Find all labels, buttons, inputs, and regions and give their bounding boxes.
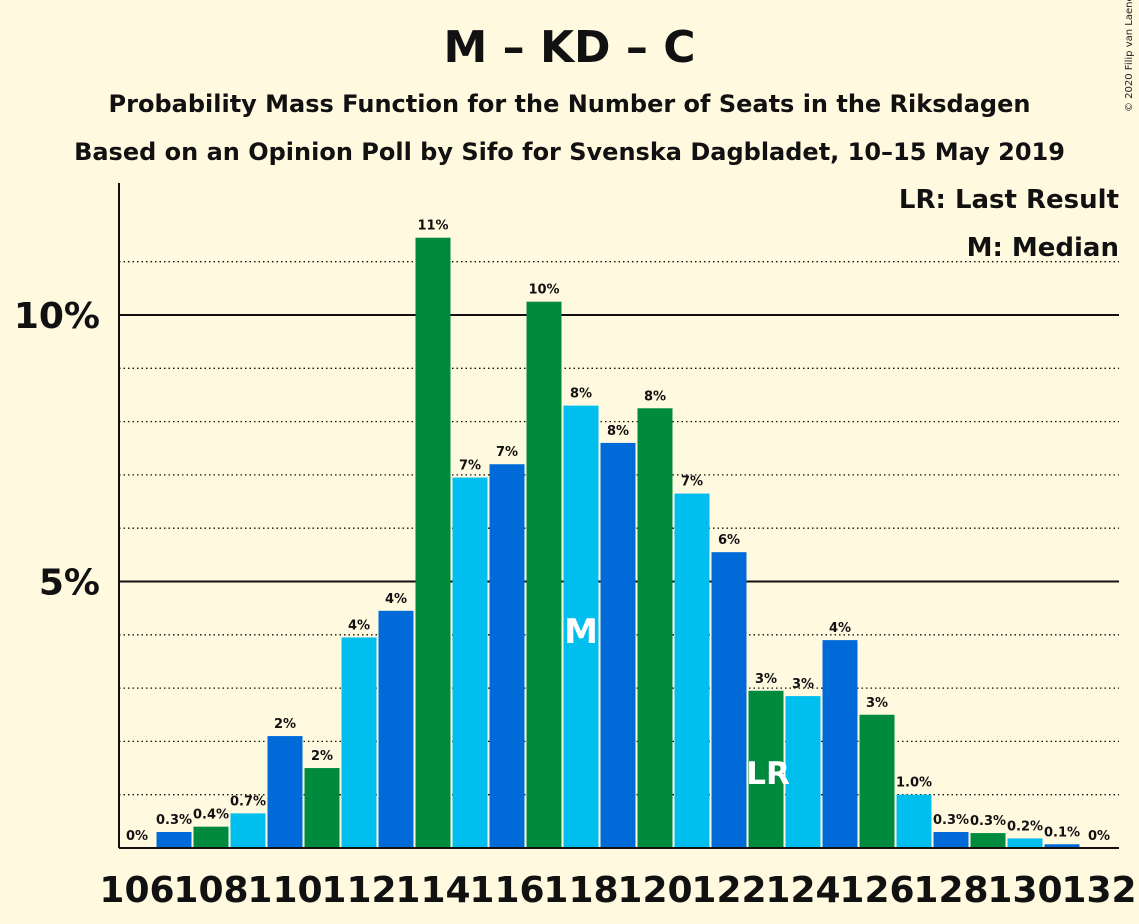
bar-label-seat-115: 7% xyxy=(459,459,481,474)
bar-seat-115 xyxy=(452,477,488,848)
bar-label-seat-130: 0.2% xyxy=(1007,819,1043,834)
bar-label-seat-124: 3% xyxy=(792,677,814,692)
bar-label-seat-107: 0.3% xyxy=(156,813,192,828)
bar-seat-113 xyxy=(378,610,414,848)
bar-label-seat-112: 4% xyxy=(348,618,370,633)
legend-median: M: Median xyxy=(966,233,1119,263)
bar-label-seat-109: 0.7% xyxy=(230,794,266,809)
bar-seat-117 xyxy=(526,301,562,848)
bar-seat-122 xyxy=(711,552,747,848)
bar-seat-108 xyxy=(193,826,229,848)
bar-label-seat-114: 11% xyxy=(417,219,448,234)
last-result-marker: LR xyxy=(746,756,790,792)
x-tick-label: 120 xyxy=(617,870,692,911)
bar-label-seat-106: 0% xyxy=(126,829,148,844)
legend-last-result: LR: Last Result xyxy=(898,185,1119,215)
bar-label-seat-121: 7% xyxy=(681,475,703,490)
x-tick-label: 108 xyxy=(173,870,248,911)
bar-label-seat-126: 3% xyxy=(866,696,888,711)
x-tick-label: 122 xyxy=(691,870,766,911)
x-tick-label: 118 xyxy=(543,870,618,911)
bar-seat-128 xyxy=(933,832,969,848)
x-tick-label: 128 xyxy=(913,870,988,911)
x-tick-label: 116 xyxy=(469,870,544,911)
bar-label-seat-123: 3% xyxy=(755,672,777,687)
chart-subtitle: Probability Mass Function for the Number… xyxy=(108,90,1031,118)
bar-label-seat-117: 10% xyxy=(528,283,559,298)
bar-label-seat-119: 8% xyxy=(607,424,629,439)
bar-seat-130 xyxy=(1007,838,1043,848)
bar-seat-118 xyxy=(563,405,599,848)
bar-label-seat-127: 1.0% xyxy=(896,776,932,791)
y-tick-label: 5% xyxy=(39,563,100,604)
bar-seat-125 xyxy=(822,640,858,848)
bar-label-seat-116: 7% xyxy=(496,445,518,460)
bar-label-seat-108: 0.4% xyxy=(193,808,229,823)
x-tick-label: 106 xyxy=(99,870,174,911)
bar-seat-109 xyxy=(230,813,266,848)
bar-seat-111 xyxy=(304,768,340,848)
bar-label-seat-111: 2% xyxy=(311,749,333,764)
bar-seat-123 xyxy=(748,690,784,848)
bar-seat-114 xyxy=(415,237,451,849)
x-tick-label: 124 xyxy=(765,870,840,911)
bar-seat-120 xyxy=(637,408,673,848)
bar-seat-116 xyxy=(489,464,525,848)
x-tick-label: 126 xyxy=(839,870,914,911)
median-marker: M xyxy=(564,612,598,652)
bar-seat-131 xyxy=(1044,844,1080,848)
bar-seat-110 xyxy=(267,736,303,848)
x-tick-label: 114 xyxy=(395,870,470,911)
bar-seat-119 xyxy=(600,442,636,848)
bar-seat-107 xyxy=(156,832,192,848)
bar-seat-127 xyxy=(896,794,932,848)
x-tick-label: 130 xyxy=(987,870,1062,911)
bar-label-seat-131: 0.1% xyxy=(1044,825,1080,840)
x-tick-label: 112 xyxy=(321,870,396,911)
bar-seat-129 xyxy=(970,833,1006,848)
bar-label-seat-113: 4% xyxy=(385,592,407,607)
bar-label-seat-120: 8% xyxy=(644,389,666,404)
bar-label-seat-118: 8% xyxy=(570,387,592,402)
bar-label-seat-122: 6% xyxy=(718,533,740,548)
bar-label-seat-132: 0% xyxy=(1088,829,1110,844)
bar-seat-112 xyxy=(341,637,377,848)
bar-label-seat-129: 0.3% xyxy=(970,814,1006,829)
bar-seat-126 xyxy=(859,714,895,848)
y-tick-label: 10% xyxy=(14,296,100,337)
x-tick-label: 132 xyxy=(1061,870,1136,911)
bar-seat-124 xyxy=(785,696,821,848)
chart-subtitle-poll: Based on an Opinion Poll by Sifo for Sve… xyxy=(74,138,1065,166)
x-tick-label: 110 xyxy=(247,870,322,911)
bar-label-seat-125: 4% xyxy=(829,621,851,636)
bar-label-seat-128: 0.3% xyxy=(933,813,969,828)
chart-title: M – KD – C xyxy=(443,22,696,73)
bar-label-seat-110: 2% xyxy=(274,717,296,732)
bar-seat-121 xyxy=(674,493,710,848)
